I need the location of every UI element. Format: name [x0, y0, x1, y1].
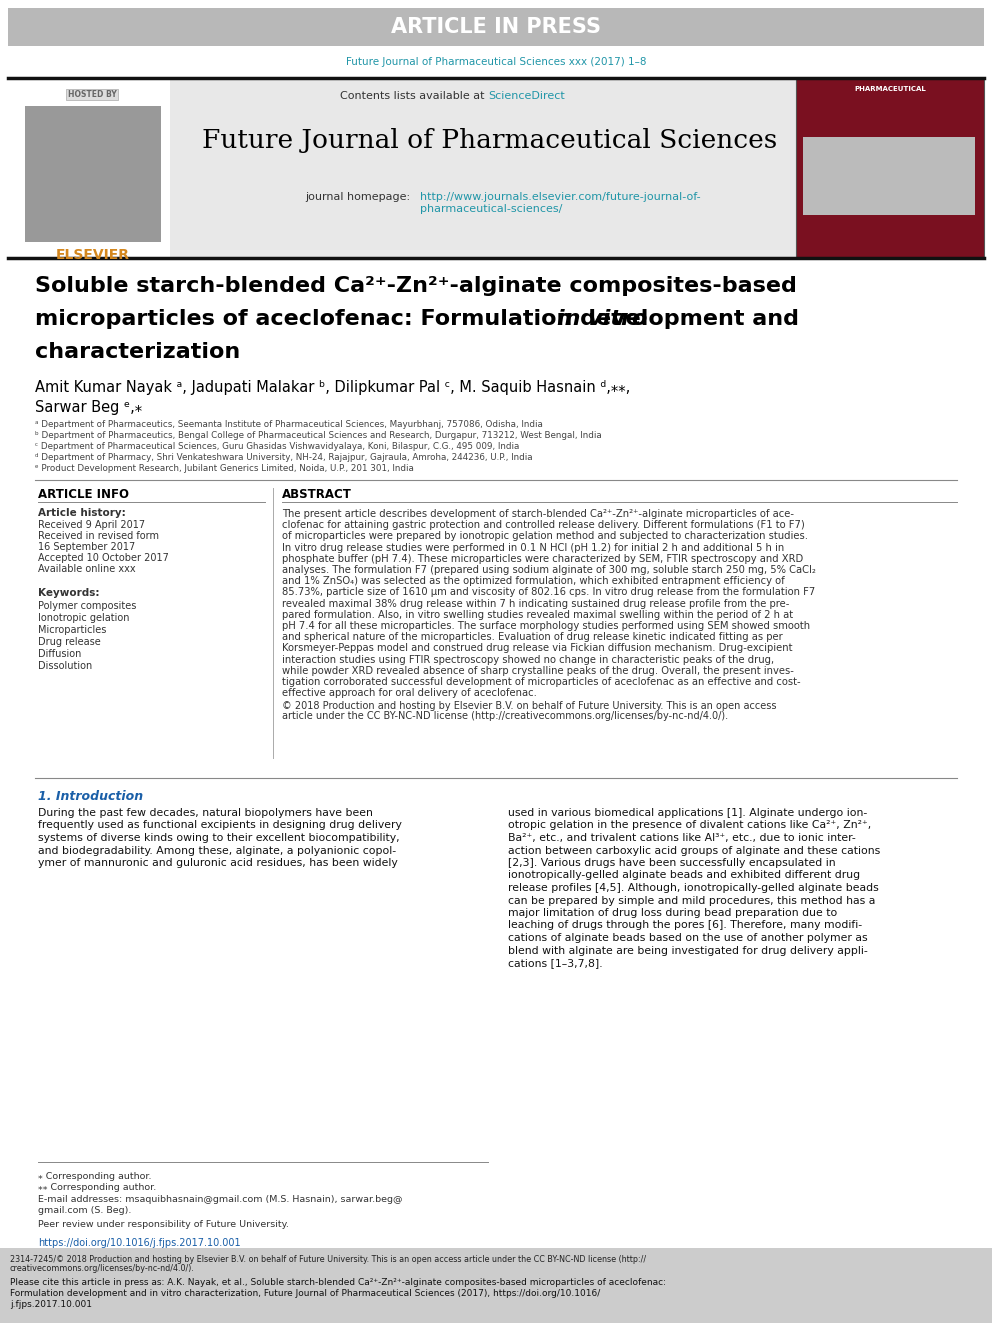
- Text: PHARMACEUTICAL: PHARMACEUTICAL: [854, 86, 926, 93]
- Bar: [796, 78, 984, 258]
- Text: blend with alginate are being investigated for drug delivery appli-: blend with alginate are being investigat…: [508, 946, 868, 955]
- Text: used in various biomedical applications [1]. Alginate undergo ion-: used in various biomedical applications …: [508, 808, 867, 818]
- Text: HOSTED BY: HOSTED BY: [67, 90, 116, 99]
- Text: microparticles of aceclofenac: Formulation development and: microparticles of aceclofenac: Formulati…: [35, 310, 806, 329]
- Text: clofenac for attaining gastric protection and controlled release delivery. Diffe: clofenac for attaining gastric protectio…: [282, 520, 805, 531]
- Text: journal homepage:: journal homepage:: [305, 192, 410, 202]
- Text: The present article describes development of starch-blended Ca²⁺-Zn²⁺-alginate m: The present article describes developmen…: [282, 509, 794, 519]
- Text: pharmaceutical-sciences/: pharmaceutical-sciences/: [420, 204, 562, 214]
- Text: Accepted 10 October 2017: Accepted 10 October 2017: [38, 553, 169, 564]
- Text: characterization: characterization: [35, 343, 240, 363]
- Text: ᶜ Department of Pharmaceutical Sciences, Guru Ghasidas Vishwavidyalaya, Koni, Bi: ᶜ Department of Pharmaceutical Sciences,…: [35, 442, 520, 451]
- Text: 16 September 2017: 16 September 2017: [38, 542, 135, 552]
- Text: revealed maximal 38% drug release within 7 h indicating sustained drug release p: revealed maximal 38% drug release within…: [282, 598, 790, 609]
- Bar: [170, 78, 798, 258]
- Text: otropic gelation in the presence of divalent cations like Ca²⁺, Zn²⁺,: otropic gelation in the presence of diva…: [508, 820, 871, 831]
- Text: of microparticles were prepared by ionotropic gelation method and subjected to c: of microparticles were prepared by ionot…: [282, 532, 808, 541]
- Text: Contents lists available at: Contents lists available at: [340, 91, 488, 101]
- Text: During the past few decades, natural biopolymers have been: During the past few decades, natural bio…: [38, 808, 373, 818]
- Text: analyses. The formulation F7 (prepared using sodium alginate of 300 mg, soluble : analyses. The formulation F7 (prepared u…: [282, 565, 815, 576]
- Text: Diffusion: Diffusion: [38, 650, 81, 659]
- Text: 1. Introduction: 1. Introduction: [38, 790, 143, 803]
- Text: ABSTRACT: ABSTRACT: [282, 488, 352, 501]
- Text: Ionotropic gelation: Ionotropic gelation: [38, 613, 130, 623]
- Text: and 1% ZnSO₄) was selected as the optimized formulation, which exhibited entrapm: and 1% ZnSO₄) was selected as the optimi…: [282, 577, 785, 586]
- Text: ymer of mannuronic and guluronic acid residues, has been widely: ymer of mannuronic and guluronic acid re…: [38, 859, 398, 868]
- Text: [2,3]. Various drugs have been successfully encapsulated in: [2,3]. Various drugs have been successfu…: [508, 859, 835, 868]
- Bar: [803, 138, 975, 216]
- Bar: [0, 1248, 992, 1323]
- Text: can be prepared by simple and mild procedures, this method has a: can be prepared by simple and mild proce…: [508, 896, 875, 905]
- Text: gmail.com (S. Beg).: gmail.com (S. Beg).: [38, 1207, 131, 1215]
- Text: Korsmeyer-Peppas model and construed drug release via Fickian diffusion mechanis: Korsmeyer-Peppas model and construed dru…: [282, 643, 793, 654]
- Text: ᵇ Department of Pharmaceutics, Bengal College of Pharmaceutical Sciences and Res: ᵇ Department of Pharmaceutics, Bengal Co…: [35, 431, 602, 441]
- Text: effective approach for oral delivery of aceclofenac.: effective approach for oral delivery of …: [282, 688, 537, 699]
- Text: Ba²⁺, etc., and trivalent cations like Al³⁺, etc., due to ionic inter-: Ba²⁺, etc., and trivalent cations like A…: [508, 833, 856, 843]
- Text: ELSEVIER: ELSEVIER: [56, 247, 130, 262]
- Text: frequently used as functional excipients in designing drug delivery: frequently used as functional excipients…: [38, 820, 402, 831]
- Text: Microparticles: Microparticles: [38, 624, 106, 635]
- Text: ionotropically-gelled alginate beads and exhibited different drug: ionotropically-gelled alginate beads and…: [508, 871, 860, 881]
- Text: https://doi.org/10.1016/j.fjps.2017.10.001: https://doi.org/10.1016/j.fjps.2017.10.0…: [38, 1238, 241, 1248]
- Text: Future Journal of Pharmaceutical Sciences xxx (2017) 1–8: Future Journal of Pharmaceutical Science…: [346, 57, 646, 67]
- Text: in vitro: in vitro: [558, 310, 648, 329]
- Text: ScienceDirect: ScienceDirect: [488, 91, 564, 101]
- Text: Received in revised form: Received in revised form: [38, 531, 159, 541]
- Bar: [8, 8, 984, 46]
- Text: Formulation development and in vitro characterization, Future Journal of Pharmac: Formulation development and in vitro cha…: [10, 1289, 600, 1298]
- Text: E-mail addresses: msaquibhasnain@gmail.com (M.S. Hasnain), sarwar.beg@: E-mail addresses: msaquibhasnain@gmail.c…: [38, 1195, 403, 1204]
- Text: In vitro drug release studies were performed in 0.1 N HCl (pH 1.2) for initial 2: In vitro drug release studies were perfo…: [282, 542, 785, 553]
- Text: cations of alginate beads based on the use of another polymer as: cations of alginate beads based on the u…: [508, 933, 868, 943]
- Text: cations [1–3,7,8].: cations [1–3,7,8].: [508, 958, 602, 968]
- Text: ᵃ Department of Pharmaceutics, Seemanta Institute of Pharmaceutical Sciences, Ma: ᵃ Department of Pharmaceutics, Seemanta …: [35, 419, 543, 429]
- Text: and spherical nature of the microparticles. Evaluation of drug release kinetic i: and spherical nature of the microparticl…: [282, 632, 783, 642]
- Text: major limitation of drug loss during bead preparation due to: major limitation of drug loss during bea…: [508, 908, 837, 918]
- Text: Amit Kumar Nayak ᵃ, Jadupati Malakar ᵇ, Dilipkumar Pal ᶜ, M. Saquib Hasnain ᵈ,⁎⁎: Amit Kumar Nayak ᵃ, Jadupati Malakar ᵇ, …: [35, 380, 630, 396]
- Text: article under the CC BY-NC-ND license (http://creativecommons.org/licenses/by-nc: article under the CC BY-NC-ND license (h…: [282, 712, 728, 721]
- Text: ARTICLE IN PRESS: ARTICLE IN PRESS: [391, 17, 601, 37]
- Text: ᵉ Product Development Research, Jubilant Generics Limited, Noida, U.P., 201 301,: ᵉ Product Development Research, Jubilant…: [35, 464, 414, 474]
- Text: 2314-7245/© 2018 Production and hosting by Elsevier B.V. on behalf of Future Uni: 2314-7245/© 2018 Production and hosting …: [10, 1256, 646, 1263]
- Text: Received 9 April 2017: Received 9 April 2017: [38, 520, 145, 531]
- Text: Polymer composites: Polymer composites: [38, 601, 136, 611]
- Text: release profiles [4,5]. Although, ionotropically-gelled alginate beads: release profiles [4,5]. Although, ionotr…: [508, 882, 879, 893]
- Text: http://www.journals.elsevier.com/future-journal-of-: http://www.journals.elsevier.com/future-…: [420, 192, 700, 202]
- Text: interaction studies using FTIR spectroscopy showed no change in characteristic p: interaction studies using FTIR spectrosc…: [282, 655, 774, 664]
- Text: action between carboxylic acid groups of alginate and these cations: action between carboxylic acid groups of…: [508, 845, 880, 856]
- Text: Keywords:: Keywords:: [38, 587, 99, 598]
- Text: Peer review under responsibility of Future University.: Peer review under responsibility of Futu…: [38, 1220, 289, 1229]
- Text: ⁎⁎ Corresponding author.: ⁎⁎ Corresponding author.: [38, 1183, 157, 1192]
- Text: while powder XRD revealed absence of sharp crystalline peaks of the drug. Overal: while powder XRD revealed absence of sha…: [282, 665, 794, 676]
- Text: and biodegradability. Among these, alginate, a polyanionic copol-: and biodegradability. Among these, algin…: [38, 845, 396, 856]
- Text: Dissolution: Dissolution: [38, 662, 92, 671]
- Text: pared formulation. Also, in vitro swelling studies revealed maximal swelling wit: pared formulation. Also, in vitro swelli…: [282, 610, 794, 619]
- Text: tigation corroborated successful development of microparticles of aceclofenac as: tigation corroborated successful develop…: [282, 677, 801, 687]
- Text: © 2018 Production and hosting by Elsevier B.V. on behalf of Future University. T: © 2018 Production and hosting by Elsevie…: [282, 701, 777, 712]
- Text: ⁎ Corresponding author.: ⁎ Corresponding author.: [38, 1172, 152, 1181]
- Bar: [25, 106, 161, 242]
- Text: creativecommons.org/licenses/by-nc-nd/4.0/).: creativecommons.org/licenses/by-nc-nd/4.…: [10, 1263, 194, 1273]
- Text: Available online xxx: Available online xxx: [38, 564, 136, 574]
- Text: Soluble starch-blended Ca²⁺-Zn²⁺-alginate composites-based: Soluble starch-blended Ca²⁺-Zn²⁺-alginat…: [35, 277, 797, 296]
- Text: leaching of drugs through the pores [6]. Therefore, many modifi-: leaching of drugs through the pores [6].…: [508, 921, 862, 930]
- Text: Article history:: Article history:: [38, 508, 126, 519]
- Text: systems of diverse kinds owing to their excellent biocompatibility,: systems of diverse kinds owing to their …: [38, 833, 400, 843]
- Text: Please cite this article in press as: A.K. Nayak, et al., Soluble starch-blended: Please cite this article in press as: A.…: [10, 1278, 666, 1287]
- Text: Sarwar Beg ᵉ,⁎: Sarwar Beg ᵉ,⁎: [35, 400, 142, 415]
- Text: ᵈ Department of Pharmacy, Shri Venkateshwara University, NH-24, Rajajpur, Gajrau: ᵈ Department of Pharmacy, Shri Venkatesh…: [35, 452, 533, 462]
- Text: pH 7.4 for all these microparticles. The surface morphology studies performed us: pH 7.4 for all these microparticles. The…: [282, 620, 810, 631]
- Text: 85.73%, particle size of 1610 μm and viscosity of 802.16 cps. In vitro drug rele: 85.73%, particle size of 1610 μm and vis…: [282, 587, 815, 598]
- Text: ARTICLE INFO: ARTICLE INFO: [38, 488, 129, 501]
- Text: Drug release: Drug release: [38, 636, 101, 647]
- Text: Future Journal of Pharmaceutical Sciences: Future Journal of Pharmaceutical Science…: [202, 128, 778, 153]
- Text: phosphate buffer (pH 7.4). These microparticles were characterized by SEM, FTIR : phosphate buffer (pH 7.4). These micropa…: [282, 554, 804, 564]
- Text: j.fjps.2017.10.001: j.fjps.2017.10.001: [10, 1301, 92, 1308]
